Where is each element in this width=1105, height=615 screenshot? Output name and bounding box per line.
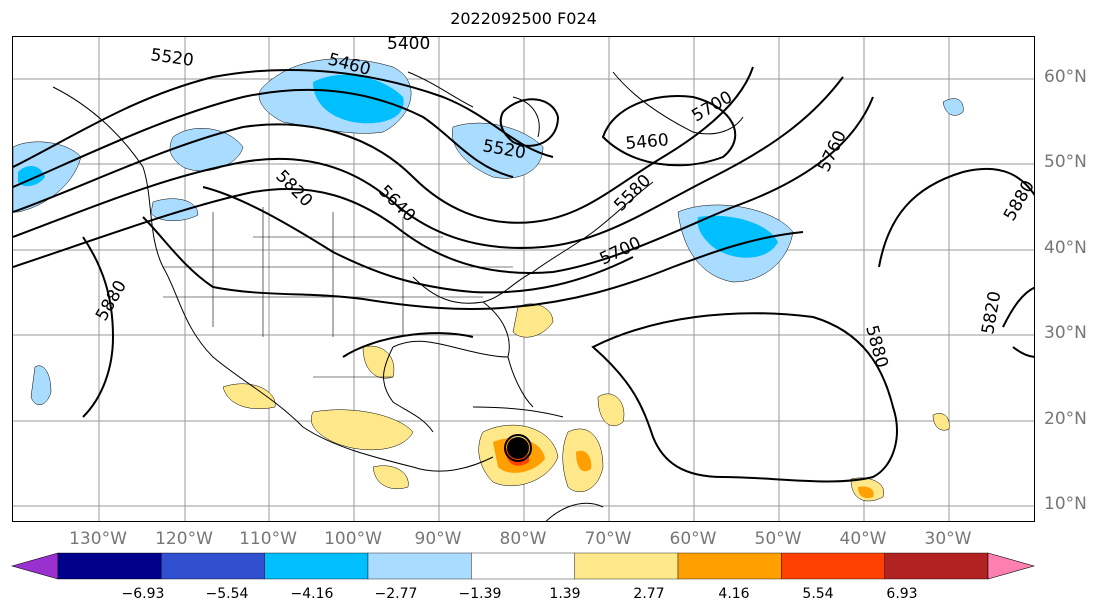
lat-label: 20°N — [1044, 409, 1087, 429]
colorbar-cells — [57, 552, 989, 580]
positive-shading — [222, 303, 950, 502]
graticule — [13, 37, 1034, 521]
lon-label: 40°W — [839, 529, 887, 549]
map-panel: 5520 5460 5400 5520 5460 5700 5820 5640 … — [12, 36, 1035, 522]
lat-label: 60°N — [1044, 67, 1087, 87]
colorbar-cell — [367, 552, 472, 580]
lon-label: 50°W — [754, 529, 802, 549]
colorbar-tick: −1.39 — [458, 586, 502, 602]
political-borders — [163, 207, 513, 378]
map-svg: 5520 5460 5400 5520 5460 5700 5820 5640 … — [13, 37, 1035, 521]
lon-label: 60°W — [669, 529, 717, 549]
colorbar-cell — [57, 552, 162, 580]
contour-label: 5460 — [625, 130, 670, 154]
contour-label: 5640 — [374, 181, 419, 226]
colorbar-tick: 6.93 — [886, 586, 918, 602]
contour-label: 5820 — [978, 290, 1005, 336]
colorbar-tick: 4.16 — [718, 586, 750, 602]
colorbar-cell — [574, 552, 679, 580]
lon-label: 130°W — [69, 529, 127, 549]
lon-label: 30°W — [924, 529, 972, 549]
colorbar-tick: −2.77 — [374, 586, 418, 602]
colorbar-tick: 5.54 — [802, 586, 834, 602]
contour-label: 5880 — [92, 277, 131, 324]
lat-label: 30°N — [1044, 323, 1087, 343]
colorbar — [10, 552, 1036, 580]
colorbar-cell — [264, 552, 369, 580]
lat-label: 40°N — [1044, 238, 1087, 258]
hurricane-symbol — [504, 434, 532, 462]
plot-title: 2022092500 F024 — [450, 9, 597, 28]
contour-label: 5400 — [387, 37, 430, 54]
height-contours — [13, 66, 1034, 483]
lon-label: 120°W — [155, 529, 213, 549]
colorbar-tick: 1.39 — [549, 586, 581, 602]
colorbar-cell — [884, 552, 989, 580]
lat-label: 10°N — [1044, 494, 1087, 514]
contour-label: 5700 — [689, 87, 736, 126]
colorbar-extend-max — [987, 552, 1036, 580]
lat-label: 50°N — [1044, 152, 1087, 172]
colorbar-cell — [677, 552, 782, 580]
colorbar-cell — [471, 552, 575, 580]
lon-label: 70°W — [584, 529, 632, 549]
colorbar-tick: −4.16 — [290, 586, 334, 602]
colorbar-tick: 2.77 — [633, 586, 665, 602]
lon-label: 100°W — [324, 529, 382, 549]
contour-label: 5520 — [149, 45, 195, 71]
lon-label: 110°W — [239, 529, 297, 549]
colorbar-tick: −5.54 — [205, 586, 249, 602]
colorbar-cell — [781, 552, 885, 580]
lon-label: 90°W — [414, 529, 462, 549]
lon-label: 80°W — [499, 529, 547, 549]
contour-label: 5880 — [1000, 177, 1035, 224]
contour-label: 5760 — [814, 127, 850, 175]
colorbar-extend-min — [10, 552, 59, 580]
contour-label: 5880 — [861, 323, 892, 370]
contour-labels: 5520 5460 5400 5520 5460 5700 5820 5640 … — [92, 37, 1035, 370]
colorbar-cell — [161, 552, 265, 580]
colorbar-tick: −6.93 — [121, 586, 165, 602]
